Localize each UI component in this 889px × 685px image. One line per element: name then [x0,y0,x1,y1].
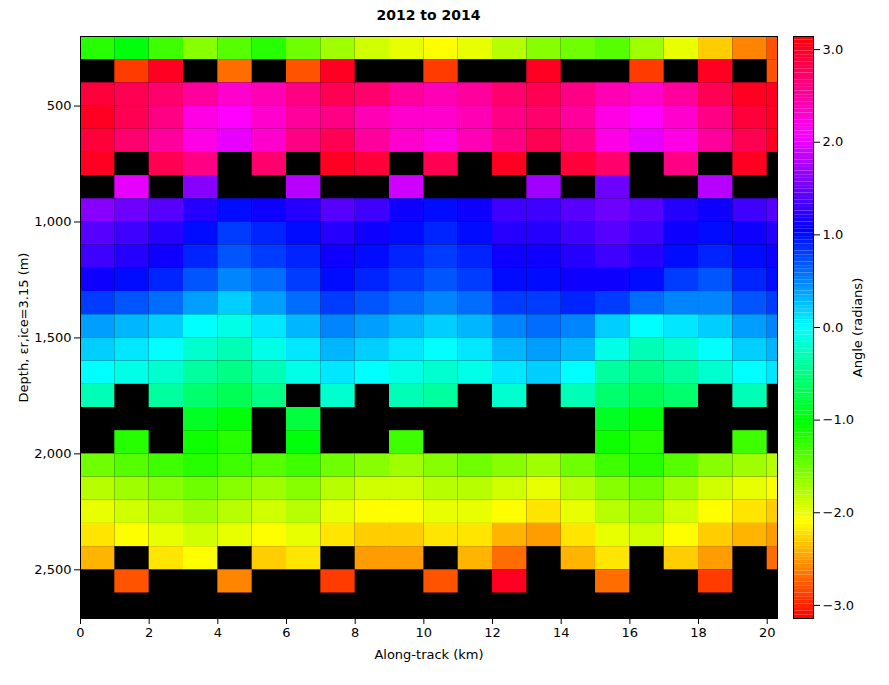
svg-text:2,500: 2,500 [34,562,71,577]
svg-text:4: 4 [214,625,222,640]
svg-text:1,500: 1,500 [34,330,71,345]
svg-text:6: 6 [282,625,290,640]
svg-text:8: 8 [351,625,359,640]
svg-text:20: 20 [759,625,776,640]
svg-text:0.0: 0.0 [823,320,844,335]
svg-text:Depth, εr,ice=3.15 (m): Depth, εr,ice=3.15 (m) [16,253,31,403]
svg-text:−1.0: −1.0 [823,412,855,427]
svg-text:500: 500 [47,98,72,113]
svg-text:10: 10 [416,625,433,640]
svg-text:Angle (radians): Angle (radians) [850,278,865,377]
svg-text:Along-track (km): Along-track (km) [374,647,483,662]
html-text:2012 to 2014: 2012 to 2014 [376,7,481,23]
svg-text:2.0: 2.0 [823,134,844,149]
svg-text:1.0: 1.0 [823,227,844,242]
svg-text:1,000: 1,000 [34,214,71,229]
svg-text:18: 18 [690,625,707,640]
svg-text:12: 12 [484,625,501,640]
svg-text:3.0: 3.0 [823,42,844,57]
svg-text:2,000: 2,000 [34,446,71,461]
svg-text:14: 14 [553,625,570,640]
svg-text:16: 16 [622,625,639,640]
svg-text:−2.0: −2.0 [823,505,855,520]
svg-text:2: 2 [145,625,153,640]
svg-text:−3.0: −3.0 [823,598,855,613]
svg-text:0: 0 [76,625,84,640]
